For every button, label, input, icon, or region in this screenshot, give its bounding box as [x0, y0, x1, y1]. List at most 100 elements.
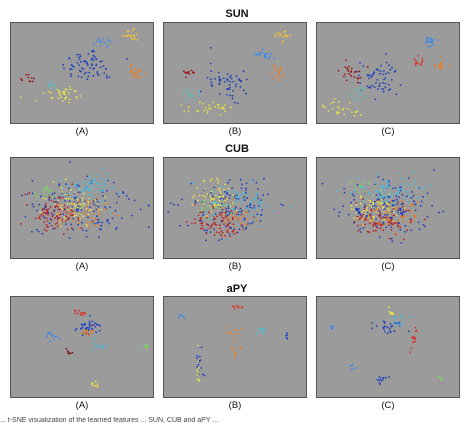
scatter-point: [388, 311, 391, 313]
scatter-point: [228, 84, 231, 86]
scatter-point: [355, 212, 358, 214]
scatter-point: [102, 188, 105, 191]
scatter-point: [246, 223, 248, 225]
scatter-point: [224, 195, 227, 198]
scatter-point: [278, 32, 281, 34]
scatter-point: [51, 83, 54, 86]
scatter-point: [146, 343, 148, 346]
scatter-point: [86, 225, 89, 228]
scatter-point: [382, 90, 385, 93]
scatter-point: [289, 34, 292, 36]
scatter-point: [401, 220, 404, 223]
scatter-point: [199, 90, 202, 93]
scatter-point: [91, 57, 94, 59]
scatter-point: [422, 195, 424, 198]
scatter-point: [368, 181, 371, 183]
scatter-point: [139, 208, 142, 211]
scatter-point: [365, 219, 368, 221]
scatter-point: [93, 218, 96, 221]
scatter-point: [420, 64, 423, 66]
scatter-point: [210, 70, 212, 73]
scatter-point: [352, 97, 355, 100]
scatter-point: [213, 214, 215, 217]
scatter-point: [73, 202, 76, 205]
scatter-point: [224, 225, 227, 228]
scatter-point: [205, 232, 208, 235]
scatter-point: [236, 192, 239, 195]
scatter-point: [100, 177, 103, 180]
scatter-point: [379, 227, 382, 230]
scatter-point: [67, 216, 70, 219]
scatter-point: [224, 81, 226, 83]
scatter-point: [332, 101, 335, 104]
scatter-point: [59, 179, 62, 182]
scatter-point: [228, 88, 231, 91]
scatter-point: [406, 208, 408, 211]
scatter-point: [132, 75, 135, 78]
scatter-point: [68, 101, 70, 104]
scatter-point: [276, 75, 278, 78]
scatter-point: [99, 189, 102, 192]
scatter-point: [364, 198, 366, 201]
scatter-point: [54, 217, 56, 219]
scatter-point: [132, 34, 135, 37]
scatter-point: [185, 99, 187, 102]
scatter-point: [262, 194, 264, 196]
scatter-point: [106, 76, 108, 79]
scatter-point: [380, 185, 382, 188]
scatter-point: [213, 234, 216, 237]
scatter-point: [236, 199, 239, 202]
scatter-point: [259, 202, 261, 205]
scatter-point: [213, 194, 215, 197]
scatter-point: [46, 208, 49, 211]
scatter-point: [347, 70, 350, 72]
scatter-point: [385, 202, 388, 204]
scatter-point: [393, 211, 395, 214]
scatter-point: [193, 218, 196, 220]
scatter-point: [226, 94, 228, 96]
scatter-point: [44, 197, 47, 200]
scatter-point: [378, 382, 381, 385]
scatter-point: [371, 220, 373, 223]
scatter-point: [246, 207, 248, 209]
scatter-point: [76, 181, 78, 184]
scatter-point: [244, 224, 247, 227]
scatter-point: [382, 196, 384, 199]
scatter-point: [243, 219, 246, 221]
scatter-point: [53, 192, 56, 194]
scatter-plot: [321, 36, 450, 117]
scatter-point: [145, 347, 148, 350]
scatter-point: [431, 44, 433, 47]
scatter-point: [447, 64, 450, 67]
scatter-point: [58, 219, 61, 221]
scatter-point: [357, 229, 360, 232]
scatter-point: [391, 311, 394, 314]
scatter-point: [351, 111, 353, 114]
scatter-point: [429, 41, 432, 43]
scatter-point: [206, 216, 208, 219]
scatter-point: [45, 186, 48, 189]
scatter-point: [382, 203, 385, 206]
scatter-point: [210, 81, 213, 84]
scatter-point: [383, 325, 386, 328]
scatter-point: [43, 221, 46, 223]
scatter-point: [387, 209, 390, 212]
scatter-point: [52, 338, 55, 341]
scatter-point: [255, 181, 258, 184]
scatter-point: [93, 67, 96, 70]
scatter-point: [98, 213, 100, 216]
scatter-panel-apy-0: [10, 296, 154, 398]
scatter-point: [66, 88, 69, 91]
scatter-point: [218, 200, 221, 202]
scatter-point: [81, 206, 83, 208]
scatter-point: [216, 177, 218, 180]
scatter-point: [44, 189, 47, 191]
scatter-point: [232, 229, 235, 232]
scatter-point: [232, 208, 234, 210]
scatter-point: [240, 306, 243, 309]
scatter-point: [216, 202, 219, 205]
scatter-point: [94, 224, 96, 226]
scatter-point: [82, 324, 84, 326]
scatter-point: [395, 323, 398, 326]
scatter-point: [330, 102, 333, 104]
